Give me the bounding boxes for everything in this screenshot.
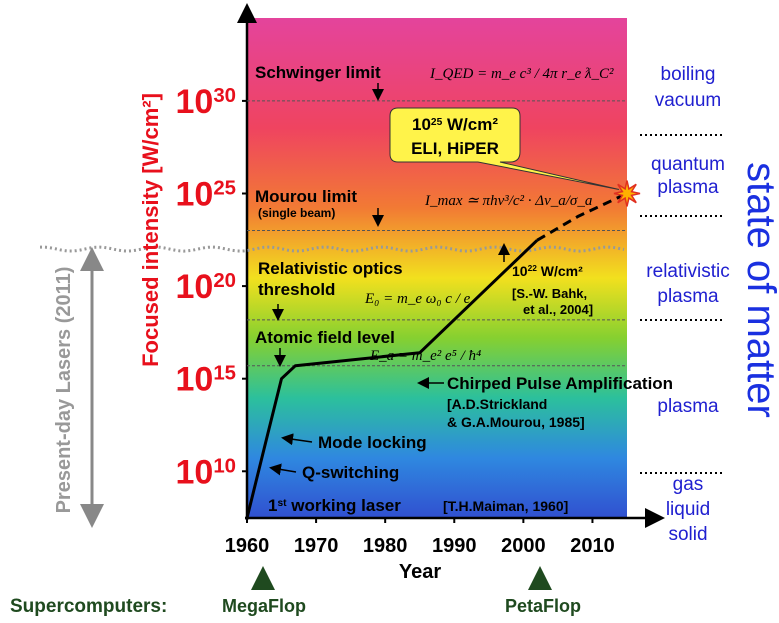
text-part: working laser [287, 496, 402, 515]
event-label: Mode locking [318, 433, 427, 452]
state-label: solid [668, 524, 707, 545]
state-label: plasma [657, 286, 719, 307]
text-part: 10 [175, 361, 213, 399]
state-title: state of matter [739, 162, 779, 418]
endpoint-star [613, 180, 641, 207]
text-part: W/cm² [442, 115, 498, 134]
superscript: 15 [213, 363, 236, 385]
intensity-line [245, 239, 539, 519]
state-label: boiling [661, 64, 716, 85]
text-part: 10 [175, 176, 213, 214]
callout [389, 107, 620, 190]
limit-name: Relativistic optics [258, 259, 403, 278]
text-part: 10 [175, 453, 213, 491]
event-ref: et al., 2004] [523, 302, 593, 317]
pointer-arrow [281, 433, 313, 446]
superscript: 25 [213, 178, 236, 200]
text-part: 1 [268, 496, 277, 515]
state-label: plasma [657, 177, 719, 198]
pointer-arrow [269, 463, 297, 476]
limit-note: (single beam) [258, 206, 335, 220]
intensity-line [536, 192, 628, 242]
y-axis-label: Focused intensity [W/cm²] [138, 93, 163, 367]
limit-name: Schwinger limit [255, 63, 381, 82]
limit-name: threshold [258, 280, 335, 299]
callout-name: ELI, HiPER [411, 139, 499, 158]
text-part: W/cm² [537, 263, 583, 279]
x-tick-label: 2000 [501, 535, 546, 557]
y-tick-label: 1030 [175, 83, 236, 121]
flop-label: PetaFlop [505, 596, 581, 616]
y-tick-label: 1015 [175, 361, 236, 399]
state-label: relativistic [646, 261, 729, 282]
callout-value: 1025 W/cm² [412, 115, 498, 134]
x-tick-label: 1970 [294, 535, 339, 557]
formula: E_a = m_e² e⁵ / ħ⁴ [369, 348, 481, 364]
event-label: 1st working laser [268, 496, 401, 515]
text-part: 10 [512, 263, 528, 279]
x-tick-label: 2010 [570, 535, 615, 557]
event-ref: & G.A.Mourou, 1985] [447, 414, 585, 430]
superscript: 10 [213, 455, 236, 477]
x-tick-label: 1980 [363, 535, 408, 557]
superscript: 25 [431, 117, 443, 128]
superscript: 22 [528, 263, 538, 273]
event-ref: [S.-W. Bahk, [512, 286, 587, 301]
present-day-line [40, 245, 625, 253]
state-label: quantum [651, 154, 725, 175]
y-tick-label: 1025 [175, 176, 236, 214]
x-tick-label: 1960 [225, 535, 270, 557]
text-part: 10 [175, 83, 213, 121]
superscript: 20 [213, 270, 236, 292]
present-day-label: Present-day Lasers (2011) [53, 267, 75, 514]
event-label: Q-switching [302, 463, 399, 482]
x-tick-label: 1990 [432, 535, 477, 557]
formula: I_QED = m_e c³ / 4π r_e ƛ_C² [429, 66, 614, 82]
y-tick-label: 1020 [175, 268, 236, 306]
x-axis-label: Year [399, 561, 441, 583]
event-label: Chirped Pulse Amplification [447, 374, 673, 393]
text-part: 10 [412, 115, 431, 134]
y-tick-label: 1010 [175, 453, 236, 491]
state-label: vacuum [655, 90, 722, 111]
formula: E₀ = m_e ω₀ c / e [364, 291, 471, 307]
event-label: 1022 W/cm² [512, 263, 583, 279]
state-label: liquid [666, 499, 710, 520]
superscript: st [277, 498, 287, 509]
event-ref: [T.H.Maiman, 1960] [443, 498, 568, 514]
flop-label: MegaFlop [222, 596, 306, 616]
superscript: 30 [213, 85, 236, 107]
limit-name: Mourou limit [255, 187, 357, 206]
supercomputers-label: Supercomputers: [10, 596, 167, 617]
text-part: 10 [175, 268, 213, 306]
event-ref: [A.D.Strickland [447, 396, 547, 412]
limit-name: Atomic field level [255, 328, 395, 347]
state-label: plasma [657, 396, 719, 417]
state-label: gas [673, 474, 704, 495]
formula: I_max ≃ πhν³/c² · Δν_a/σ_a [424, 193, 592, 209]
